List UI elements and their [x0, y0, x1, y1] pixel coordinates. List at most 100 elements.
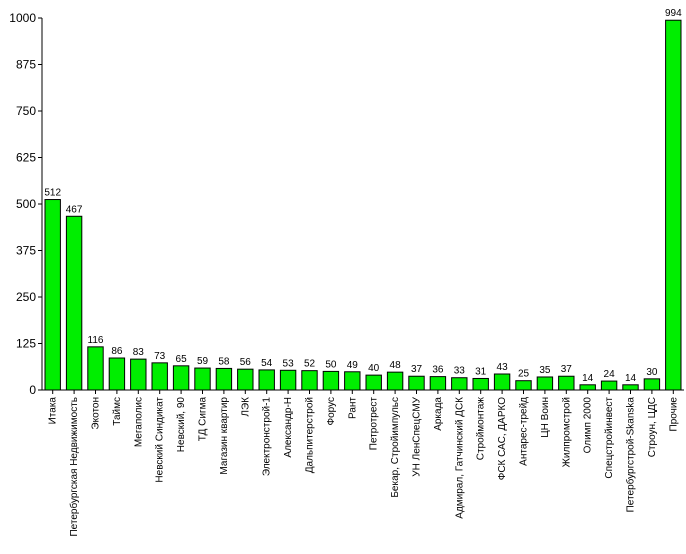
bar: [386, 371, 404, 391]
bar: [493, 373, 511, 391]
y-tick-label: 625: [16, 151, 36, 165]
category-label: Александр-Н: [283, 397, 294, 458]
bar: [215, 367, 233, 391]
category-label: Дальпитерстрой: [305, 397, 316, 473]
data-labels: 512 467 116 86 83 73 65 59 58 56 54 53 52 50 49 40 48 37 3…: [44, 8, 682, 384]
data-label: 36: [432, 365, 444, 376]
y-tick-label: 375: [16, 244, 36, 258]
bar: [87, 346, 104, 391]
y-tick-label: 250: [16, 290, 36, 304]
category-label: Бекар, Стройимпульс: [390, 397, 401, 498]
category-label: Олимп 2000: [583, 397, 594, 454]
category-label: Жилпромстрой: [561, 397, 572, 467]
data-label: 86: [111, 346, 123, 357]
bar: [65, 215, 83, 391]
bar: [279, 369, 297, 391]
category-label: Аркада: [433, 397, 444, 431]
bar: [194, 367, 211, 391]
y-tick-label: 500: [16, 197, 36, 211]
data-label: 56: [240, 357, 252, 368]
category-label: Прочие: [668, 397, 679, 432]
y-tick-label: 1000: [9, 11, 36, 25]
bar: [365, 374, 382, 391]
y-tick-label: 875: [16, 58, 36, 72]
bar: [258, 369, 275, 391]
bar: [600, 380, 618, 391]
data-label: 35: [539, 365, 551, 376]
bar: [108, 357, 126, 391]
bar: [172, 365, 190, 391]
data-label: 512: [44, 188, 61, 199]
data-label: 14: [582, 373, 594, 384]
category-label: Экотон: [91, 397, 102, 430]
category-label: Адмирал, Гатчинский ДСК: [454, 397, 465, 519]
category-label: Итака: [48, 397, 59, 425]
data-label: 994: [665, 8, 682, 19]
bar: [429, 376, 447, 391]
data-label: 33: [454, 366, 466, 377]
category-labels: Итака Петербургская Недвижимость Экотон Тай…: [48, 390, 679, 537]
category-label: ЛЭК: [240, 397, 251, 417]
data-label: 54: [261, 358, 273, 369]
y-tick-label: 750: [16, 104, 36, 118]
data-label: 37: [411, 364, 423, 375]
category-label: Невский Синдикат: [155, 397, 166, 483]
category-label: Таймс: [112, 397, 123, 426]
data-label: 40: [368, 363, 380, 374]
data-label: 49: [347, 360, 359, 371]
bars: [44, 19, 682, 391]
data-label: 48: [390, 360, 402, 371]
bar: [579, 384, 596, 391]
bar: [408, 375, 425, 391]
data-label: 59: [197, 356, 209, 367]
category-label: Форус: [326, 397, 337, 426]
bar: [472, 377, 489, 391]
category-label: ТД Сигма: [198, 397, 209, 442]
data-label: 65: [176, 354, 188, 365]
data-label: 116: [88, 335, 104, 346]
bar: [536, 376, 554, 391]
bar: [151, 362, 168, 391]
bar: [44, 199, 61, 391]
data-label: 25: [518, 369, 530, 380]
data-label: 14: [625, 373, 637, 384]
category-label: Электронстрой-1: [262, 397, 273, 477]
data-label: 30: [646, 367, 658, 378]
data-label: 467: [66, 204, 83, 215]
y-tick-label: 0: [29, 383, 36, 397]
category-label: Петербургстрой-Skanska: [625, 397, 637, 513]
bar: [322, 370, 340, 391]
bar: [344, 371, 361, 391]
data-label: 73: [154, 351, 166, 362]
category-label: УН ЛенСпецСМУ: [412, 396, 423, 476]
category-label: Рант: [347, 397, 358, 419]
category-label: Невский, 90: [176, 397, 187, 453]
category-label: Петербургская Недвижимость: [68, 397, 80, 537]
data-label: 50: [325, 359, 337, 370]
bar: [237, 368, 254, 391]
y-tick-label: 125: [16, 337, 36, 351]
bar: [665, 19, 682, 391]
category-label: Петротрест: [369, 397, 380, 451]
bar: [130, 358, 147, 391]
data-label: 52: [304, 359, 316, 370]
bar: [515, 380, 532, 391]
category-label: Строймонтаж: [476, 397, 487, 460]
category-label: ФСК САС, ДАРКО: [497, 397, 508, 480]
bar: [643, 378, 661, 391]
bar: [451, 377, 468, 391]
data-label: 83: [133, 347, 145, 358]
data-label: 43: [497, 362, 509, 373]
category-label: Антарес-трейд: [519, 397, 530, 466]
bar: [301, 370, 318, 391]
data-label: 24: [604, 369, 616, 380]
data-label: 53: [283, 358, 295, 369]
y-axis: 0 125 250 375 500 625 750 875 1000: [9, 11, 684, 397]
data-label: 58: [218, 356, 230, 367]
category-label: Спецстройинвест: [604, 397, 615, 479]
bar: [558, 375, 575, 391]
bar: [622, 384, 639, 391]
data-label: 31: [475, 366, 487, 377]
category-label: Строун, ЦДС: [647, 397, 658, 457]
